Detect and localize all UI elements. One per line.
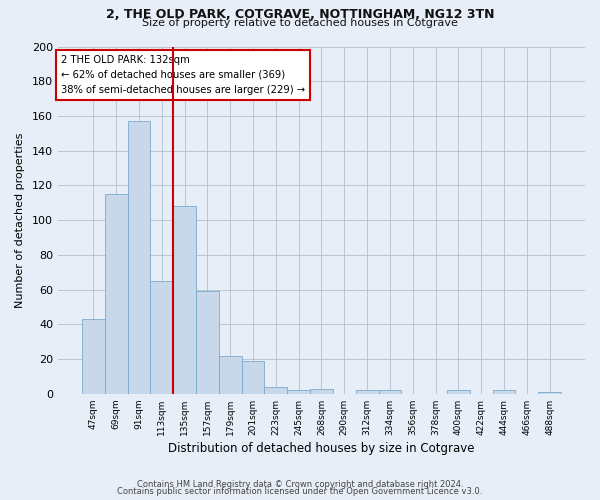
Bar [128, 121, 151, 394]
Text: 2, THE OLD PARK, COTGRAVE, NOTTINGHAM, NG12 3TN: 2, THE OLD PARK, COTGRAVE, NOTTINGHAM, N… [106, 8, 494, 20]
Bar [447, 390, 470, 394]
Bar [493, 390, 515, 394]
Bar [356, 390, 379, 394]
Bar [538, 392, 561, 394]
Bar [151, 281, 173, 394]
Y-axis label: Number of detached properties: Number of detached properties [15, 132, 25, 308]
Text: Contains HM Land Registry data © Crown copyright and database right 2024.: Contains HM Land Registry data © Crown c… [137, 480, 463, 489]
Bar [265, 387, 287, 394]
Text: Size of property relative to detached houses in Cotgrave: Size of property relative to detached ho… [142, 18, 458, 28]
Bar [219, 356, 242, 394]
Bar [196, 292, 219, 394]
Bar [82, 319, 105, 394]
Bar [310, 388, 333, 394]
Bar [105, 194, 128, 394]
Text: 2 THE OLD PARK: 132sqm
← 62% of detached houses are smaller (369)
38% of semi-de: 2 THE OLD PARK: 132sqm ← 62% of detached… [61, 55, 305, 95]
Bar [379, 390, 401, 394]
Text: Contains public sector information licensed under the Open Government Licence v3: Contains public sector information licen… [118, 487, 482, 496]
Bar [173, 206, 196, 394]
Bar [287, 390, 310, 394]
X-axis label: Distribution of detached houses by size in Cotgrave: Distribution of detached houses by size … [168, 442, 475, 455]
Bar [242, 361, 265, 394]
